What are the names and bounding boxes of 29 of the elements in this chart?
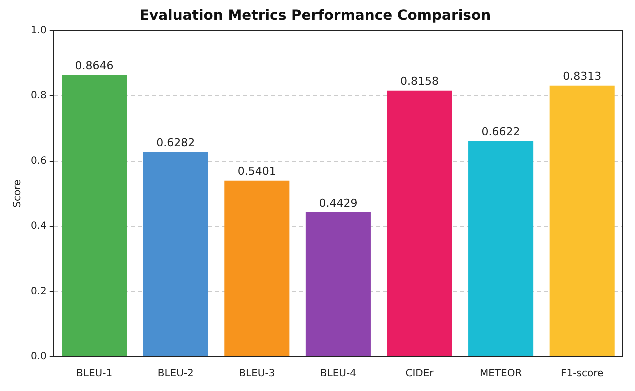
bar [224, 180, 290, 356]
y-tick-label: 0.0 [30, 352, 47, 363]
x-tick-label: F1-score [561, 368, 604, 380]
data-label: 0.8158 [400, 75, 439, 88]
data-label: 0.4429 [319, 196, 358, 210]
x-tick-label: BLEU-3 [239, 368, 276, 380]
bar [143, 152, 208, 356]
x-tick-label: METEOR [480, 368, 522, 380]
y-axis-title: Score [12, 180, 24, 208]
bar [468, 140, 534, 356]
data-label: 0.8646 [75, 59, 114, 72]
data-label: 0.5401 [238, 165, 276, 178]
y-tick-label: 1.0 [30, 25, 47, 36]
data-label: 0.6622 [482, 125, 520, 138]
y-tick-label: 0.8 [30, 90, 47, 102]
bar [62, 74, 128, 356]
x-tick-label: CIDEr [406, 368, 435, 380]
chart-title: Evaluation Metrics Performance Comparison [140, 8, 492, 24]
y-tick-label: 0.2 [30, 286, 47, 298]
bar [306, 212, 371, 356]
x-tick-label: BLEU-2 [158, 368, 194, 380]
bar [387, 90, 452, 356]
x-tick-label: BLEU-4 [320, 368, 356, 380]
data-label: 0.8313 [563, 70, 602, 84]
y-tick-label: 0.6 [30, 156, 47, 167]
x-tick-label: BLEU-1 [76, 368, 113, 380]
data-label: 0.6282 [156, 136, 196, 150]
bar [550, 86, 615, 356]
y-tick-label: 0.4 [30, 221, 47, 232]
